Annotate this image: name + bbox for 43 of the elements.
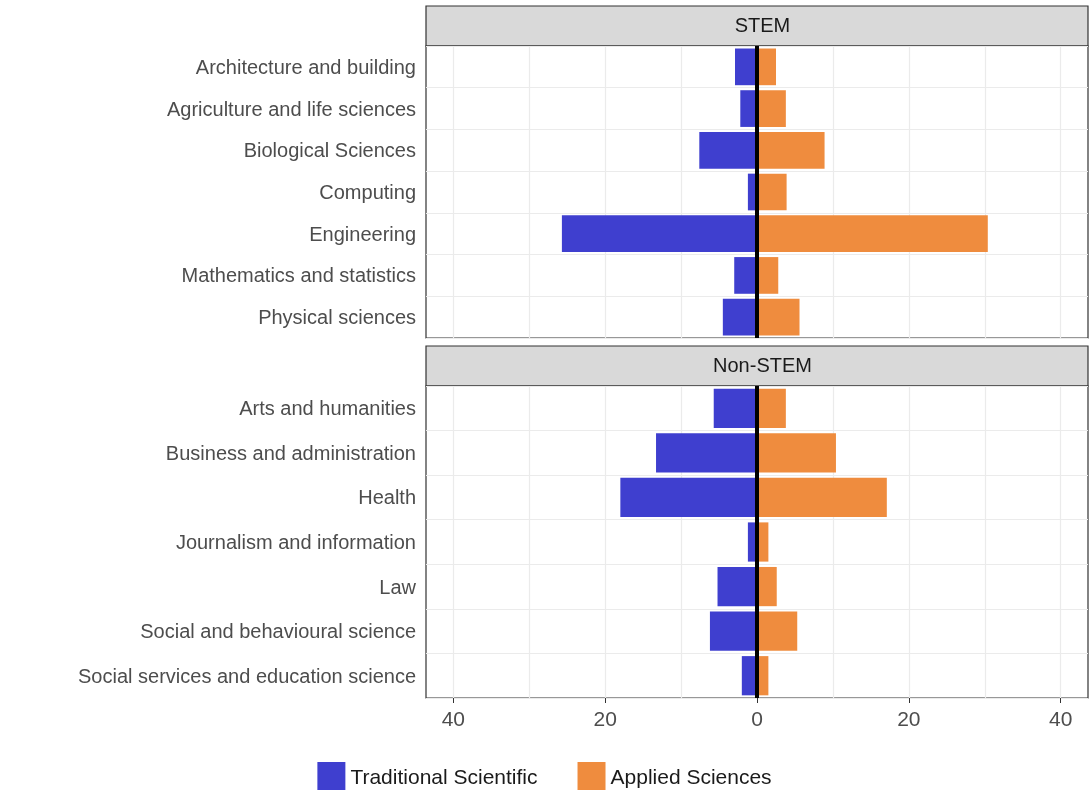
bar [734, 257, 757, 294]
y-tick-label: Biological Sciences [243, 139, 416, 162]
y-tick-label: Law [379, 575, 417, 598]
bar [757, 90, 786, 127]
bar [713, 388, 757, 428]
y-tick-label: Social and behavioural science [140, 620, 416, 643]
bar [757, 298, 800, 336]
y-tick-label: Social services and education science [78, 664, 416, 687]
y-tick-label: Arts and humanities [239, 397, 416, 420]
bar [757, 257, 779, 294]
y-tick-label: Journalism and information [175, 531, 416, 553]
chart-title: Non-STEM [713, 354, 812, 376]
x-tick-label: 20 [897, 707, 921, 730]
bar [656, 433, 757, 473]
chart-title: STEM [734, 14, 791, 36]
bar [757, 477, 887, 518]
bar [561, 215, 757, 253]
y-tick-label: Mathematics and statistics [181, 264, 416, 287]
legend-label: Applied Sciences [610, 764, 772, 788]
y-tick-label: Architecture and building [195, 55, 416, 78]
y-tick-label: Engineering [309, 222, 416, 245]
bar [757, 173, 787, 211]
bar [717, 566, 757, 607]
bar [757, 433, 836, 473]
bar [699, 131, 757, 169]
x-tick-label: 20 [593, 707, 617, 730]
y-tick-label: Health [358, 486, 416, 509]
y-tick-label: Physical sciences [258, 306, 416, 329]
x-tick-label: 0 [751, 707, 763, 730]
bar [757, 215, 988, 253]
x-tick-label: 40 [441, 707, 466, 730]
y-tick-label: Business and administration [165, 441, 416, 464]
legend-label: Traditional Scientific [350, 764, 538, 788]
bar [757, 388, 786, 428]
y-tick-label: Agriculture and life sciences [166, 97, 416, 120]
x-tick-label: 40 [1048, 707, 1073, 730]
y-tick-label: Computing [319, 181, 416, 203]
bar [757, 611, 798, 651]
bar [620, 477, 757, 518]
bar [722, 298, 757, 336]
bar [757, 566, 777, 607]
bar [757, 131, 825, 169]
bar [709, 611, 757, 651]
